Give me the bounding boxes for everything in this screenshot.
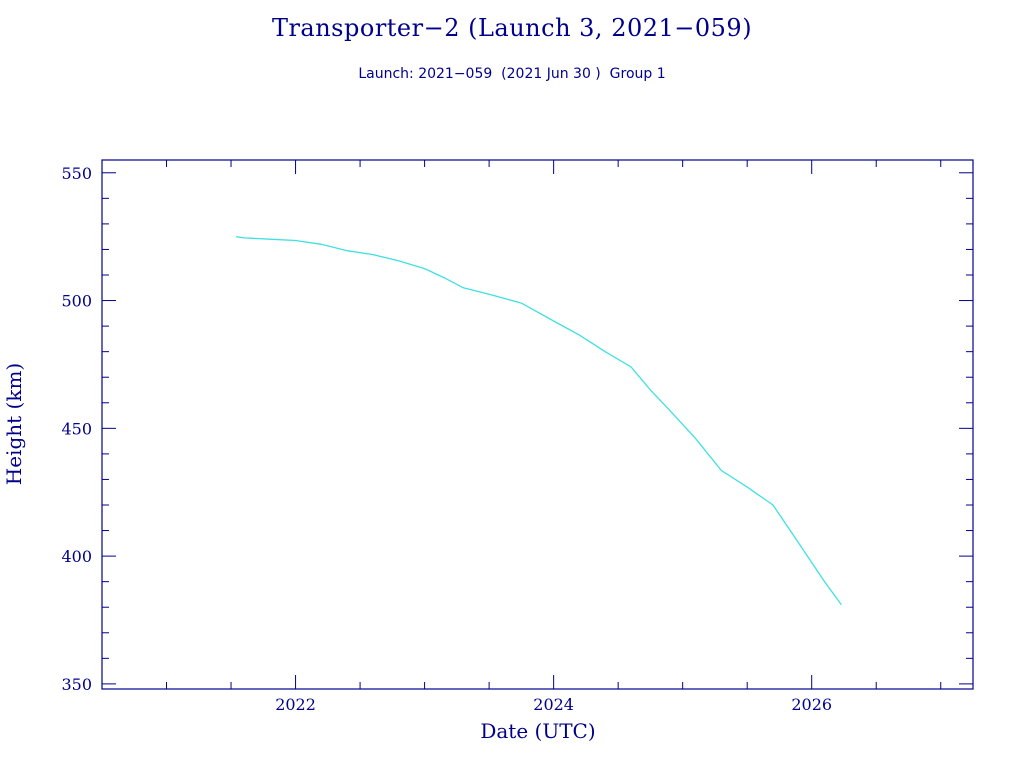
y-tick-label: 450 <box>61 419 92 438</box>
x-tick-label: 2022 <box>275 695 316 714</box>
y-tick-label: 500 <box>61 292 92 311</box>
x-tick-label: 2026 <box>791 695 832 714</box>
y-axis-label: Height (km) <box>2 363 26 485</box>
chart-title: Transporter−2 (Launch 3, 2021−059) <box>271 14 753 42</box>
x-axis-label: Date (UTC) <box>480 719 595 743</box>
chart-subtitle: Launch: 2021−059 (2021 Jun 30 ) Group 1 <box>358 66 666 82</box>
y-tick-label: 550 <box>61 164 92 183</box>
y-tick-label: 350 <box>61 675 92 694</box>
height-series-line <box>236 236 842 606</box>
plot-frame <box>101 159 974 690</box>
y-tick-label: 400 <box>61 547 92 566</box>
x-tick-label: 2024 <box>533 695 574 714</box>
axis-ticks <box>102 160 973 689</box>
axis-tick-labels: 350 400 450 500 550 2022 2024 2026 <box>61 164 832 714</box>
